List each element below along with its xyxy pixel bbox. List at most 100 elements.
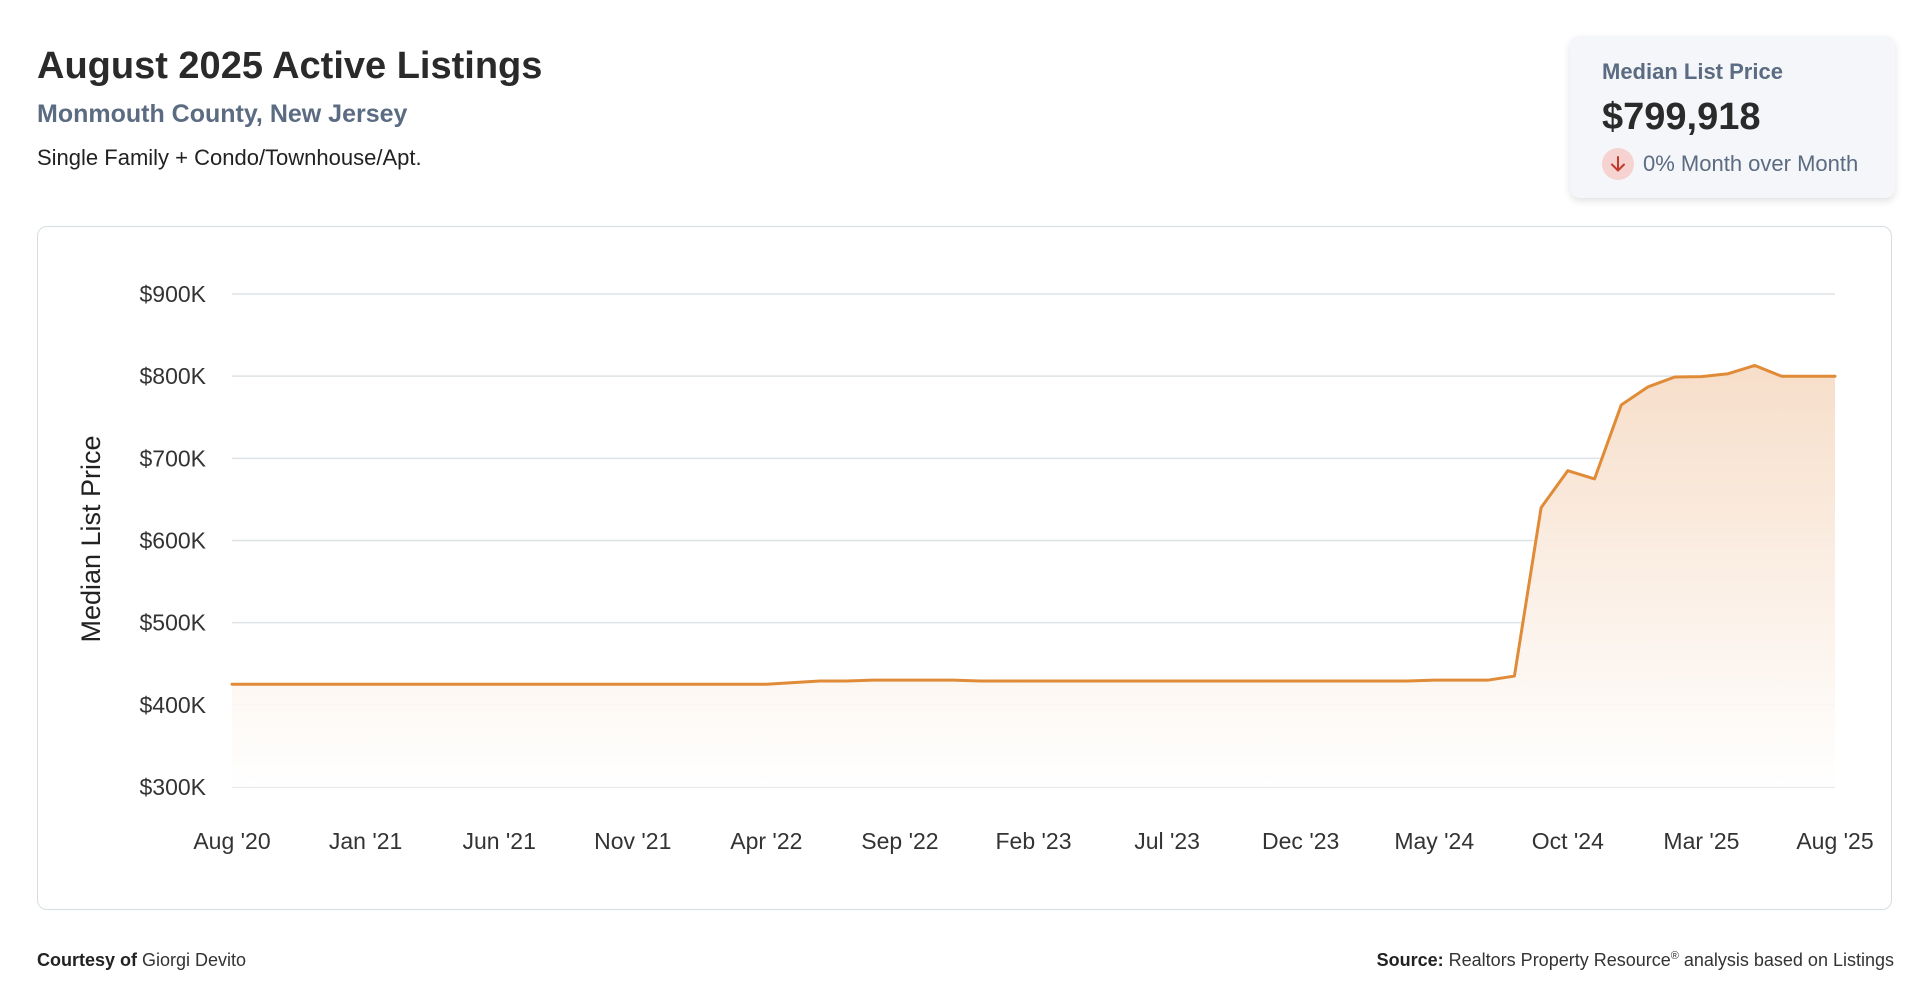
page-title: August 2025 Active Listings: [37, 45, 543, 87]
data-point: [1032, 679, 1036, 683]
data-point: [684, 682, 688, 686]
data-point: [1112, 679, 1116, 683]
data-point: [524, 682, 528, 686]
x-tick-label: Aug '25: [1796, 828, 1873, 854]
courtesy-footer: Courtesy of Giorgi Devito: [37, 950, 246, 971]
data-point: [310, 682, 314, 686]
data-point: [844, 679, 848, 683]
data-point: [1138, 679, 1142, 683]
data-point: [1566, 469, 1570, 473]
location-subtitle: Monmouth County, New Jersey: [37, 100, 408, 128]
data-point: [470, 682, 474, 686]
data-point: [818, 679, 822, 683]
data-point: [1219, 679, 1223, 683]
kpi-value: $799,918: [1602, 96, 1761, 138]
x-tick-label: Mar '25: [1663, 828, 1739, 854]
source-text-suffix: analysis based on Listings: [1678, 950, 1894, 970]
y-tick-label: $500K: [139, 610, 206, 636]
y-tick-label: $600K: [139, 528, 206, 554]
data-point: [657, 682, 661, 686]
data-point: [1192, 679, 1196, 683]
data-point: [711, 682, 715, 686]
data-point: [551, 682, 555, 686]
data-point: [1352, 679, 1356, 683]
data-point: [1245, 679, 1249, 683]
data-point: [1512, 674, 1516, 678]
data-point: [1699, 375, 1703, 379]
x-tick-label: Aug '20: [193, 828, 270, 854]
registered-mark: ®: [1670, 950, 1679, 962]
series-line: [230, 363, 1837, 686]
source-label: Source:: [1376, 950, 1444, 970]
data-point: [1593, 477, 1597, 481]
data-point: [1673, 375, 1677, 379]
data-point: [898, 678, 902, 682]
source-footer: Source: Realtors Property Resource® anal…: [1377, 950, 1894, 971]
data-point: [577, 682, 581, 686]
data-point: [1005, 679, 1009, 683]
data-point: [1165, 679, 1169, 683]
y-axis-ticks: $900K $800K $700K $600K $500K $400K $300K: [139, 281, 206, 800]
data-point: [257, 682, 261, 686]
data-point: [1726, 372, 1730, 376]
kpi-change-text: 0% Month over Month: [1643, 151, 1859, 176]
data-point: [791, 681, 795, 685]
data-point: [1085, 679, 1089, 683]
x-tick-label: Feb '23: [996, 828, 1072, 854]
data-point: [1406, 679, 1410, 683]
data-point: [1379, 679, 1383, 683]
y-tick-label: $700K: [139, 445, 206, 471]
x-tick-label: Nov '21: [594, 828, 671, 854]
data-point: [1459, 678, 1463, 682]
x-tick-label: May '24: [1394, 828, 1474, 854]
data-point: [1833, 374, 1837, 378]
x-tick-label: Dec '23: [1262, 828, 1339, 854]
data-point: [417, 682, 421, 686]
header: August 2025 Active Listings Monmouth Cou…: [37, 42, 542, 172]
data-point: [738, 682, 742, 686]
data-point: [871, 678, 875, 682]
arrow-down-icon: [1602, 148, 1634, 180]
x-tick-label: Jul '23: [1134, 828, 1200, 854]
y-tick-label: $800K: [139, 363, 206, 389]
data-point: [497, 682, 501, 686]
data-point: [1753, 363, 1757, 367]
data-point: [1780, 374, 1784, 378]
median-list-price-chart: $900K $800K $700K $600K $500K $400K $300K Aug …: [76, 281, 1874, 854]
y-axis-title: Median List Price: [76, 435, 106, 642]
data-point: [1619, 403, 1623, 407]
y-tick-label: $900K: [139, 281, 206, 307]
data-point: [390, 682, 394, 686]
courtesy-label: Courtesy of: [37, 950, 138, 970]
x-tick-label: Sep '22: [861, 828, 938, 854]
data-point: [283, 682, 287, 686]
source-text: Realtors Property Resource: [1448, 950, 1671, 970]
x-tick-label: Jun '21: [462, 828, 535, 854]
data-point: [631, 682, 635, 686]
data-point: [444, 682, 448, 686]
courtesy-name: Giorgi Devito: [142, 950, 247, 970]
data-point: [230, 682, 234, 686]
data-point: [364, 682, 368, 686]
series-area: [232, 365, 1835, 787]
x-tick-label: Oct '24: [1532, 828, 1604, 854]
x-tick-label: Apr '22: [730, 828, 802, 854]
property-type-description: Single Family + Condo/Townhouse/Apt.: [37, 145, 422, 170]
median-list-price-card: Median List Price $799,918 0% Month over…: [1570, 36, 1895, 198]
data-point: [1539, 506, 1543, 510]
data-point: [1058, 679, 1062, 683]
y-tick-label: $300K: [139, 774, 206, 800]
data-point: [925, 678, 929, 682]
data-point: [1325, 679, 1329, 683]
kpi-change: 0% Month over Month: [1602, 148, 1895, 180]
data-point: [1299, 679, 1303, 683]
data-point: [951, 678, 955, 682]
data-point: [1806, 374, 1810, 378]
data-point: [1432, 678, 1436, 682]
data-point: [1272, 679, 1276, 683]
y-tick-label: $400K: [139, 692, 206, 718]
data-point: [1646, 385, 1650, 389]
data-point: [764, 682, 768, 686]
chart-container: $900K $800K $700K $600K $500K $400K $300K Aug …: [37, 226, 1892, 910]
data-point: [978, 679, 982, 683]
